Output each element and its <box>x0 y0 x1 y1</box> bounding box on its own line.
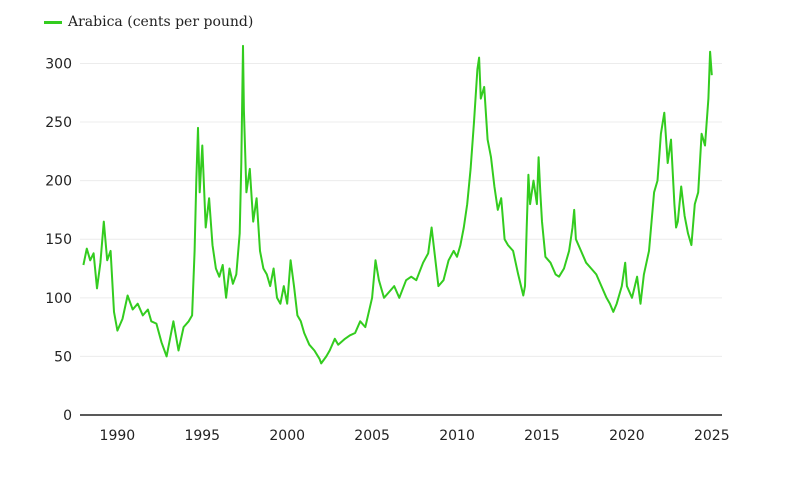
y-tick-label: 300 <box>45 56 72 72</box>
series-layer <box>82 44 713 365</box>
legend-label: Arabica (cents per pound) <box>68 14 254 30</box>
x-tick-label: 2010 <box>439 428 475 444</box>
x-tick-label: 2015 <box>524 428 560 444</box>
x-tick-label: 2005 <box>354 428 390 444</box>
y-tick-label: 0 <box>63 408 72 424</box>
x-axis-ticks: 1990 1995 2000 2005 2010 2015 2020 2025 <box>100 428 730 444</box>
y-tick-label: 200 <box>45 174 72 190</box>
chart-legend: Arabica (cents per pound) <box>44 14 253 30</box>
x-tick-label: 2000 <box>269 428 305 444</box>
x-tick-label: 1990 <box>100 428 136 444</box>
series-line-arabica <box>82 44 713 365</box>
y-axis-ticks: 0 50 100 150 200 250 300 <box>45 56 72 424</box>
y-tick-label: 250 <box>45 115 72 131</box>
x-tick-label: 1995 <box>184 428 220 444</box>
x-tick-label: 2020 <box>609 428 645 444</box>
y-tick-label: 150 <box>45 232 72 248</box>
y-tick-label: 50 <box>54 349 72 365</box>
legend-swatch <box>44 20 62 24</box>
x-tick-label: 2025 <box>694 428 730 444</box>
y-tick-label: 100 <box>45 291 72 307</box>
gridlines <box>80 62 722 357</box>
